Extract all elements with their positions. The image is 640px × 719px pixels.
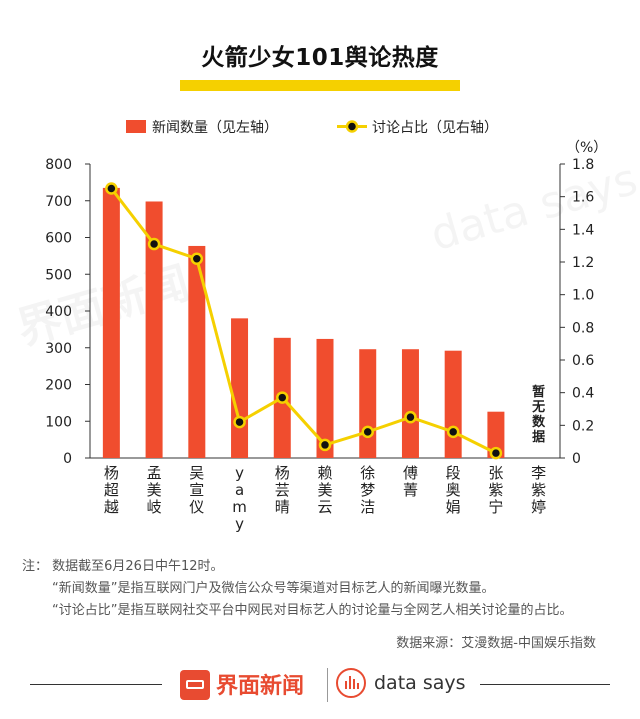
legend-bar-label: 新闻数量（见左轴） [152,120,278,136]
left-tick-label: 800 [45,157,72,173]
note-line-2: “新闻数量”是指互联网门户及微信公众号等渠道对目标艺人的新闻曝光数量。 [52,581,495,596]
discussion-line [110,187,497,455]
x-label-杨芸晴: 杨芸晴 [275,464,290,516]
left-tick-label: 700 [45,194,72,210]
line-point-段奥娟 [446,425,460,439]
right-tick-label: 1.6 [572,190,594,206]
x-label-段奥娟: 段奥娟 [446,464,461,516]
line-point-杨超越 [105,182,118,195]
x-label-杨超越: 杨超越 [104,464,119,516]
data-source: 数据来源：艾漫数据-中国娱乐指数 [396,636,596,651]
x-label-徐梦洁: 徐梦洁 [360,464,375,516]
notes: 注： 数据截至6月26日中午12时。 “新闻数量”是指互联网门户及微信公众号等渠… [22,556,572,622]
right-tick-label: 0.8 [572,320,594,336]
line-point-孟美岐 [147,237,161,251]
legend-line-marker [345,120,359,133]
right-tick-label: 0 [572,451,581,467]
bar-徐梦洁 [359,349,377,458]
bar-段奥娟 [444,350,462,458]
right-tick-label: 0.2 [572,418,594,434]
line-point-傅菁 [404,410,417,424]
right-tick-label: 0.4 [572,386,594,402]
line-point-yamy [233,415,246,429]
x-label-张紫宁: 张紫宁 [488,464,503,516]
x-label-李紫婷: 李紫婷 [531,464,546,516]
footer-line-right [480,684,610,685]
note-line-1: 注： 数据截至6月26日中午12时。 [22,559,224,574]
bar-傅菁 [401,349,419,458]
right-tick-label: 1.8 [572,157,594,173]
left-tick-label: 400 [45,304,72,320]
title-underline [180,80,460,91]
left-tick-label: 300 [45,341,72,357]
bar-赖美云 [316,338,334,458]
line-point-吴宣仪 [190,252,204,265]
chart-title: 火箭少女101舆论热度 [201,45,439,71]
x-label-孟美岐: 孟美岐 [147,464,162,516]
right-tick-label: 1.2 [572,255,594,271]
left-tick-label: 100 [45,414,72,430]
left-tick-label: 0 [63,451,72,467]
note-line-3: “讨论占比”是指互联网社交平台中网民对目标艺人的讨论量与全网艺人相关讨论量的占比… [52,603,573,618]
line-point-徐梦洁 [361,425,374,439]
no-data-annotation: 暂无数据 [531,384,546,445]
legend-line-label: 讨论占比（见右轴） [372,120,498,136]
right-tick-label: 1.0 [572,288,594,304]
right-tick-label: 1.4 [572,222,594,238]
bar-吴宣仪 [188,245,206,458]
bar-yamy [231,318,249,458]
x-label-赖美云: 赖美云 [317,464,332,516]
left-tick-label: 600 [45,231,72,247]
line-point-杨芸晴 [276,391,289,404]
x-label-吴宣仪: 吴宣仪 [189,464,204,516]
line-point-张紫宁 [489,446,503,460]
left-tick-label: 200 [45,378,72,394]
jiemian-logo-icon [180,670,210,700]
x-label-傅菁: 傅菁 [403,464,418,499]
right-axis-unit: （%） [566,140,607,156]
footer-line-left [30,684,162,685]
footer-brand-data-says: data says [374,672,466,694]
left-tick-label: 500 [45,267,72,283]
footer-separator [327,668,328,702]
line-point-赖美云 [318,438,332,452]
right-tick-label: 0.6 [572,353,594,369]
bar-孟美岐 [145,201,163,459]
data-says-logo-icon [336,668,366,698]
legend-bar-swatch [126,120,146,133]
bar-杨超越 [102,187,120,458]
footer-brand: 界面新闻 [216,674,305,699]
bar-张紫宁 [487,411,505,458]
